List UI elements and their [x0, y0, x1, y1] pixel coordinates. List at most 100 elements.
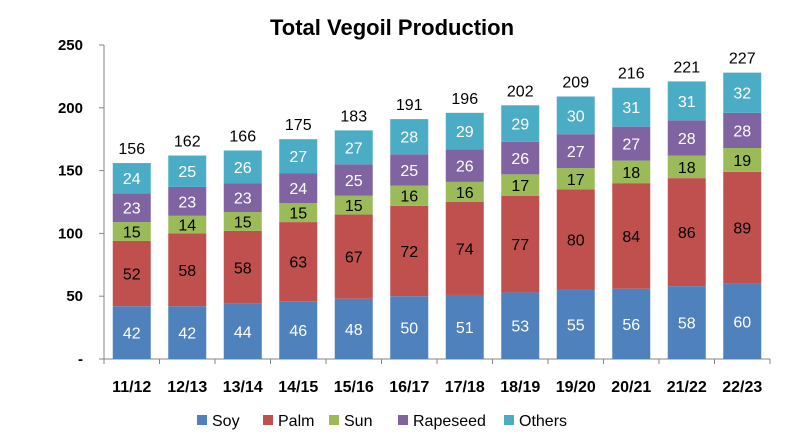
chart-title: Total Vegoil Production — [270, 15, 514, 40]
data-label: 28 — [400, 130, 418, 147]
data-label: 72 — [400, 244, 418, 261]
bar-segment-sun — [667, 155, 706, 179]
legend-label-palm: Palm — [278, 413, 314, 430]
bar-segment-soy — [334, 298, 373, 359]
bar-segment-soy — [723, 283, 762, 359]
bar-segment-soy — [445, 294, 484, 359]
data-label: 77 — [511, 237, 529, 254]
data-label: 74 — [456, 241, 474, 258]
total-label: 196 — [451, 91, 478, 108]
bar-segment-rapeseed — [501, 141, 540, 175]
data-label: 27 — [345, 140, 363, 157]
data-label: 28 — [678, 131, 696, 148]
bar-segment-others — [168, 155, 207, 187]
data-label: 25 — [178, 164, 196, 181]
data-label: 58 — [178, 263, 196, 280]
data-label: 56 — [622, 317, 640, 334]
legend-label-rapeseed: Rapeseed — [413, 413, 486, 430]
data-label: 58 — [678, 316, 696, 333]
data-label: 26 — [456, 159, 474, 176]
data-label: 24 — [289, 181, 307, 198]
x-tick-label: 17/18 — [445, 379, 485, 396]
total-label: 166 — [229, 129, 256, 146]
y-tick-label: 200 — [58, 100, 83, 117]
data-label: 67 — [345, 250, 363, 267]
bar-segment-soy — [279, 301, 318, 359]
bar-segment-soy — [223, 303, 262, 359]
data-label: 27 — [289, 149, 307, 166]
bar-segment-rapeseed — [334, 164, 373, 196]
data-label: 51 — [456, 320, 474, 337]
total-label: 227 — [729, 51, 756, 68]
data-label: 18 — [622, 165, 640, 182]
x-tick-label: 11/12 — [112, 379, 151, 396]
bar-segment-others — [279, 139, 318, 174]
bar-segment-palm — [223, 230, 262, 304]
bar-segment-palm — [334, 214, 373, 299]
x-tick-label: 16/17 — [389, 379, 429, 396]
total-label: 209 — [562, 74, 589, 91]
data-label: 30 — [567, 108, 585, 125]
data-label: 15 — [123, 225, 141, 242]
data-label: 60 — [733, 314, 751, 331]
x-tick-label: 19/20 — [556, 379, 596, 396]
bar-segment-rapeseed — [723, 112, 762, 148]
total-label: 202 — [507, 83, 534, 100]
x-tick-label: 14/15 — [278, 379, 318, 396]
bar-segment-palm — [612, 183, 651, 289]
data-label: 32 — [733, 86, 751, 103]
data-label: 26 — [511, 151, 529, 168]
data-label: 42 — [178, 326, 196, 343]
bar-segment-sun — [390, 185, 429, 206]
data-label: 19 — [733, 153, 751, 170]
data-label: 48 — [345, 322, 363, 339]
bar-segment-sun — [723, 147, 762, 172]
bar-segment-others — [390, 119, 429, 155]
data-label: 25 — [345, 173, 363, 190]
bar-segment-soy — [112, 306, 151, 359]
bar-segment-palm — [445, 202, 484, 295]
x-tick-label: 13/14 — [223, 379, 263, 396]
data-label: 29 — [456, 124, 474, 141]
data-label: 18 — [678, 160, 696, 177]
bar-segment-soy — [501, 292, 540, 359]
data-label: 89 — [733, 221, 751, 238]
data-label: 50 — [400, 321, 418, 338]
total-label: 162 — [174, 134, 201, 151]
data-label: 15 — [234, 214, 252, 231]
data-label: 80 — [567, 233, 585, 250]
data-labels: 42 52 15 23 24 156 42 58 14 23 25 162 44 58 15 23 26 166 4… — [118, 51, 755, 343]
bar-segment-rapeseed — [612, 126, 651, 161]
x-tick-label: 12/13 — [167, 379, 207, 396]
data-label: 26 — [234, 160, 252, 177]
bar-segment-palm — [501, 195, 540, 293]
bar-segment-palm — [390, 205, 429, 297]
data-label: 55 — [567, 317, 585, 334]
bar-segment-soy — [168, 306, 207, 359]
total-label: 191 — [396, 97, 423, 114]
bar-segment-rapeseed — [112, 193, 151, 223]
bar-segment-others — [223, 150, 262, 184]
data-label: 23 — [178, 194, 196, 211]
bar-segment-soy — [390, 296, 429, 359]
legend-label-others: Others — [519, 413, 567, 430]
bar-segment-sun — [501, 174, 540, 196]
data-label: 53 — [511, 319, 529, 336]
y-tick-label: 150 — [58, 163, 83, 180]
data-label: 86 — [678, 225, 696, 242]
bar-segment-sun — [612, 160, 651, 184]
data-label: 58 — [234, 260, 252, 277]
bar-segment-palm — [168, 233, 207, 307]
legend-swatch-sun — [329, 415, 339, 425]
bar-segment-rapeseed — [168, 186, 207, 216]
data-label: 44 — [234, 324, 252, 341]
total-label: 183 — [340, 108, 367, 125]
bar-segment-palm — [112, 240, 151, 307]
bar-segment-rapeseed — [667, 120, 706, 156]
data-label: 17 — [567, 172, 585, 189]
data-label: 29 — [511, 117, 529, 134]
bar-segment-rapeseed — [390, 154, 429, 186]
bar-segment-soy — [556, 289, 595, 359]
x-tick-label: 22/23 — [722, 379, 762, 396]
bar-segment-palm — [667, 178, 706, 287]
